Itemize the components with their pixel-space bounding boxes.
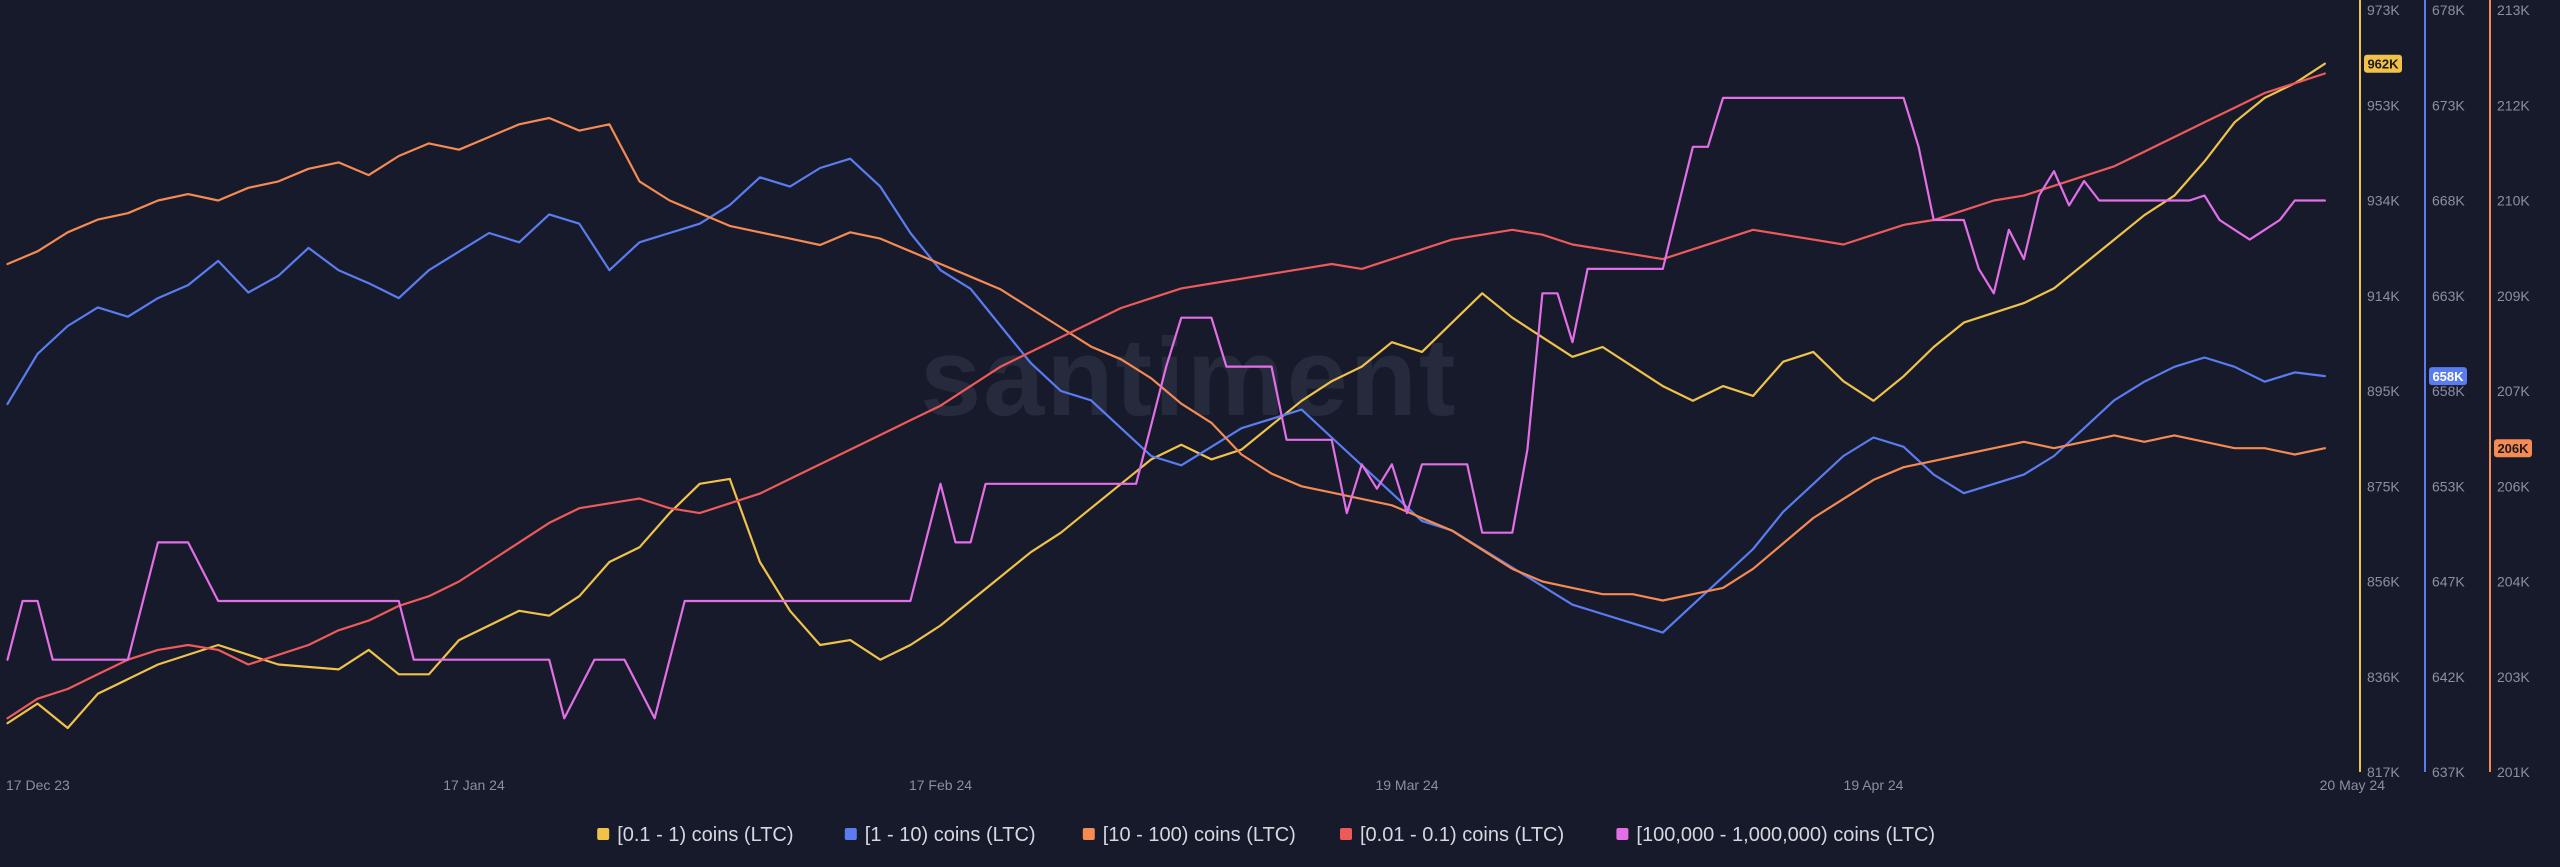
y-tick-label-a: 973K bbox=[2367, 2, 2400, 18]
legend-label: [1 - 10) coins (LTC) bbox=[865, 824, 1036, 846]
y-tick-label-c: 203K bbox=[2497, 669, 2530, 685]
legend-swatch bbox=[844, 828, 857, 840]
y-tick-label-c: 213K bbox=[2497, 2, 2530, 18]
legend-item-1[interactable]: [1 - 10) coins (LTC) bbox=[844, 824, 1036, 846]
y-tick-label-a: 836K bbox=[2367, 669, 2400, 685]
legend-item-2[interactable]: [10 - 100) coins (LTC) bbox=[1082, 824, 1296, 846]
y-tick-label-c: 201K bbox=[2497, 764, 2530, 780]
x-tick-label: 17 Feb 24 bbox=[909, 777, 972, 793]
y-tick-label-a: 856K bbox=[2367, 574, 2400, 590]
legend-label: [0.1 - 1) coins (LTC) bbox=[617, 824, 793, 846]
series-line-1 bbox=[6, 157, 2326, 634]
y-tick-label-b: 673K bbox=[2432, 97, 2465, 113]
y-tick-label-c: 209K bbox=[2497, 288, 2530, 304]
y-tick-label-c: 210K bbox=[2497, 193, 2530, 209]
y-tick-label-c: 204K bbox=[2497, 574, 2530, 590]
value-badge-label: 206K bbox=[2497, 441, 2529, 456]
value-badge-bg bbox=[2429, 367, 2467, 386]
y-tick-label-a: 875K bbox=[2367, 478, 2400, 494]
y-tick-label-b: 668K bbox=[2432, 193, 2465, 209]
x-axis: 17 Dec 23 17 Jan 24 17 Feb 24 19 Mar 24 19 A… bbox=[6, 777, 2385, 793]
legend: [0.1 - 1) coins (LTC) [1 - 10) coins (LTC… bbox=[597, 824, 1935, 846]
series-line-0 bbox=[6, 62, 2326, 730]
value-badge-a: 962K bbox=[2364, 54, 2402, 73]
axes-layer: 973K 953K 934K 914K 895K 875K 856K 836K 817K 678K… bbox=[2359, 0, 2530, 780]
y-tick-label-a: 953K bbox=[2367, 97, 2400, 113]
y-tick-label-a: 934K bbox=[2367, 193, 2400, 209]
watermark: santiment bbox=[920, 316, 1458, 439]
badge-layer: 962K 658K 206K bbox=[2364, 54, 2532, 458]
legend-item-0[interactable]: [0.1 - 1) coins (LTC) bbox=[597, 824, 794, 846]
series-line-3 bbox=[6, 72, 2326, 720]
series-line-4 bbox=[6, 96, 2326, 720]
legend-swatch bbox=[1616, 828, 1629, 840]
y-tick-label-a: 895K bbox=[2367, 383, 2400, 399]
legend-swatch bbox=[1082, 828, 1095, 840]
legend-label: [100,000 - 1,000,000) coins (LTC) bbox=[1636, 824, 1935, 846]
y-tick-label-b: 653K bbox=[2432, 478, 2465, 494]
y-tick-label-b: 647K bbox=[2432, 574, 2465, 590]
value-badge-label: 962K bbox=[2367, 57, 2399, 72]
y-tick-label-c: 212K bbox=[2497, 97, 2530, 113]
value-badge-label: 658K bbox=[2432, 369, 2464, 384]
legend-label: [0.01 - 0.1) coins (LTC) bbox=[1360, 824, 1564, 846]
x-tick-label: 17 Dec 23 bbox=[6, 777, 70, 793]
legend-label: [10 - 100) coins (LTC) bbox=[1103, 824, 1296, 846]
value-badge-bg bbox=[2494, 439, 2532, 458]
legend-item-3[interactable]: [0.01 - 0.1) coins (LTC) bbox=[1340, 824, 1564, 846]
value-badge-b: 658K bbox=[2429, 367, 2467, 386]
x-tick-label: 19 Apr 24 bbox=[1844, 777, 1904, 793]
x-tick-label: 17 Jan 24 bbox=[443, 777, 505, 793]
y-tick-label-b: 642K bbox=[2432, 669, 2465, 685]
y-tick-label-b: 658K bbox=[2432, 383, 2465, 399]
y-tick-label-a: 914K bbox=[2367, 288, 2400, 304]
series-layer bbox=[6, 62, 2326, 730]
y-tick-label-b: 637K bbox=[2432, 764, 2465, 780]
legend-item-4[interactable]: [100,000 - 1,000,000) coins (LTC) bbox=[1616, 824, 1935, 846]
series-line-2 bbox=[6, 116, 2326, 602]
value-badge-c: 206K bbox=[2494, 439, 2532, 458]
value-badge-bg bbox=[2364, 54, 2402, 73]
y-tick-label-c: 206K bbox=[2497, 478, 2530, 494]
legend-swatch bbox=[1340, 828, 1352, 840]
legend-swatch bbox=[597, 828, 610, 840]
y-tick-label-b: 678K bbox=[2432, 2, 2465, 18]
y-tick-label-b: 663K bbox=[2432, 288, 2465, 304]
y-tick-label-c: 207K bbox=[2497, 383, 2530, 399]
y-tick-label-a: 817K bbox=[2367, 764, 2400, 780]
x-tick-label: 20 May 24 bbox=[2320, 777, 2386, 793]
x-tick-label: 19 Mar 24 bbox=[1375, 777, 1438, 793]
